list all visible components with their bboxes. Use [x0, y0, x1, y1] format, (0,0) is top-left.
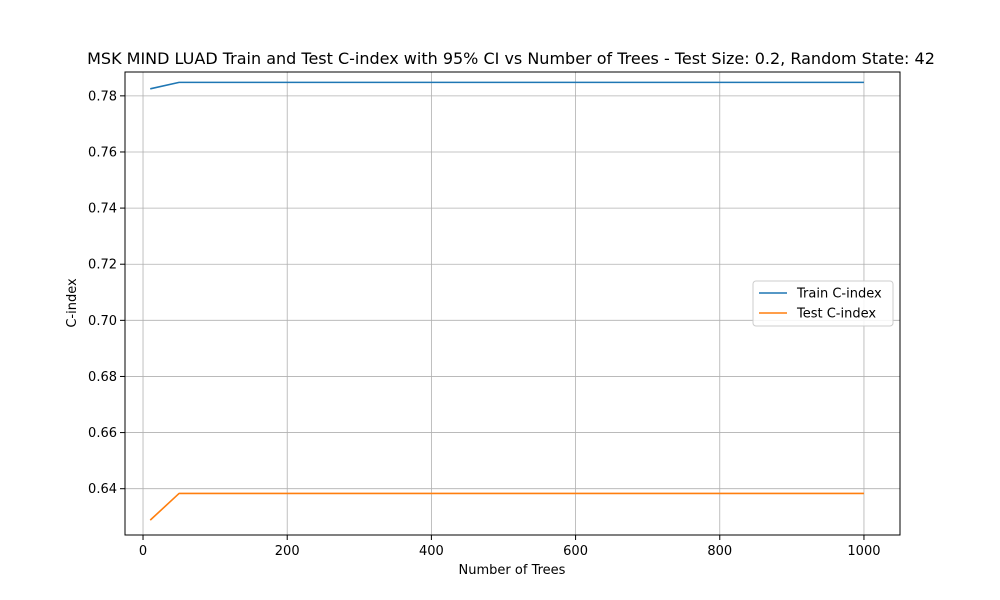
legend-label: Test C-index: [796, 307, 876, 322]
y-axis-label: C-index: [65, 278, 80, 328]
y-tick-label: 0.66: [88, 426, 117, 441]
y-tick-label: 0.68: [88, 370, 117, 385]
x-tick-label: 200: [275, 544, 300, 559]
y-axis-ticks: 0.64 0.66 0.68 0.70 0.72 0.74 0.76 0.78: [88, 89, 125, 497]
series-line-train: [150, 81, 864, 90]
legend-label: Train C-index: [796, 287, 882, 302]
legend: Train C-index Test C-index: [752, 280, 894, 327]
x-tick-label: 400: [419, 544, 444, 559]
series-lines: [149, 81, 864, 521]
series-line-test: [149, 492, 864, 521]
y-tick-label: 0.74: [88, 202, 117, 217]
x-axis-label: Number of Trees: [459, 563, 566, 578]
y-tick-label: 0.76: [88, 145, 117, 160]
plot-frame: [124, 71, 901, 536]
y-tick-label: 0.72: [88, 258, 117, 273]
y-tick-label: 0.70: [88, 314, 117, 329]
x-tick-label: 800: [707, 544, 732, 559]
y-tick-label: 0.78: [88, 89, 117, 104]
x-axis-ticks: 0 200 400 600 800 1000: [139, 535, 881, 559]
x-tick-label: 600: [563, 544, 588, 559]
legend-box: [752, 280, 894, 327]
chart-title: MSK MIND LUAD Train and Test C-index wit…: [87, 49, 935, 68]
x-tick-label: 0: [139, 544, 147, 559]
y-tick-label: 0.64: [88, 482, 117, 497]
x-tick-label: 1000: [847, 544, 880, 559]
